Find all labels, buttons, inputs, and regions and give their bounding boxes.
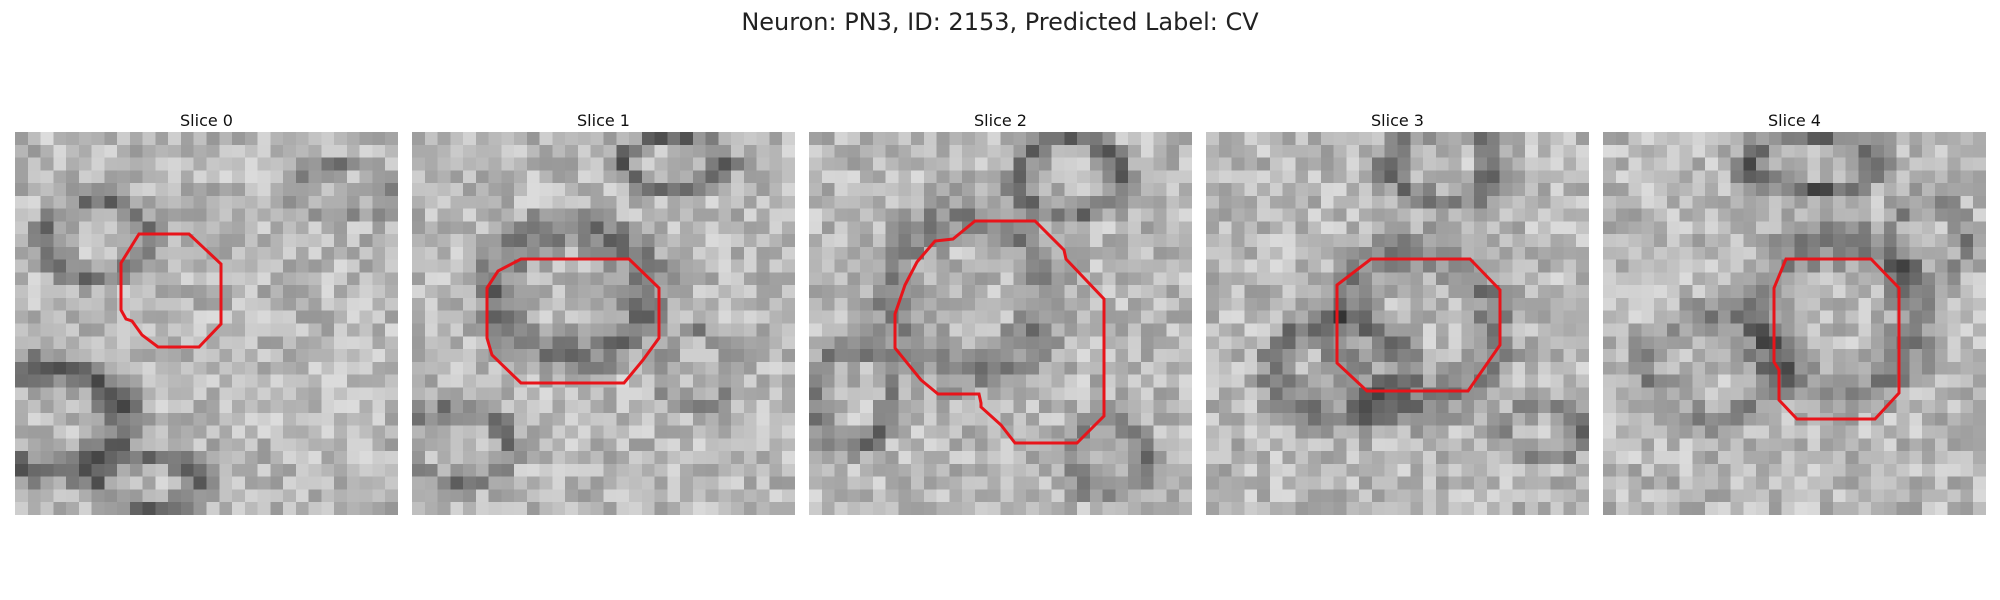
segmentation-contour bbox=[119, 232, 223, 349]
segmentation-contour bbox=[893, 219, 1106, 445]
slice-title: Slice 2 bbox=[974, 111, 1027, 130]
em-slice-image bbox=[412, 132, 795, 515]
slice-panel-1: Slice 1 bbox=[412, 110, 795, 515]
slice-title: Slice 1 bbox=[577, 111, 630, 130]
slice-title: Slice 4 bbox=[1768, 111, 1821, 130]
slice-panel-0: Slice 0 bbox=[15, 110, 398, 515]
slice-title: Slice 3 bbox=[1371, 111, 1424, 130]
slice-title: Slice 0 bbox=[180, 111, 233, 130]
segmentation-contour bbox=[1335, 257, 1502, 393]
em-slice-image bbox=[15, 132, 398, 515]
slice-panel-3: Slice 3 bbox=[1206, 110, 1589, 515]
slice-panel-2: Slice 2 bbox=[809, 110, 1192, 515]
segmentation-contour bbox=[485, 257, 661, 385]
em-slice-image bbox=[809, 132, 1192, 515]
em-slice-image bbox=[1603, 132, 1986, 515]
slice-panel-4: Slice 4 bbox=[1603, 110, 1986, 515]
em-slice-image bbox=[1206, 132, 1589, 515]
segmentation-contour bbox=[1772, 257, 1901, 421]
figure-title: Neuron: PN3, ID: 2153, Predicted Label: … bbox=[741, 8, 1259, 36]
